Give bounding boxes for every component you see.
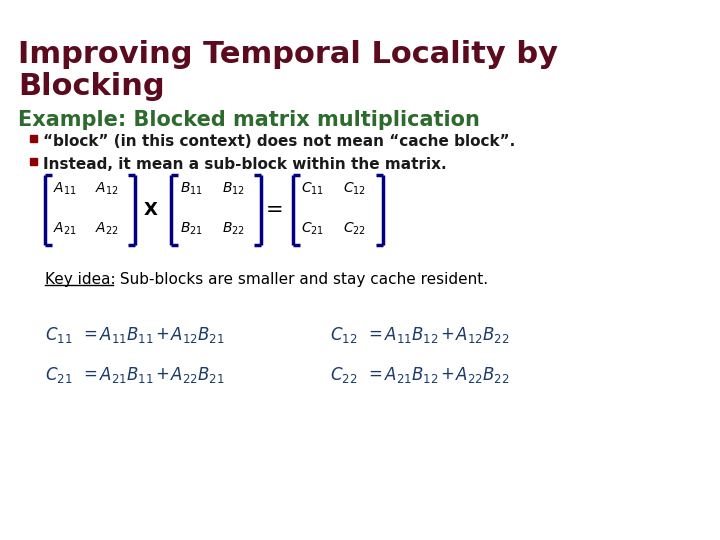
Text: =: = [83,365,97,383]
Text: +: + [440,365,454,383]
Text: $C_{11}$: $C_{11}$ [302,181,325,197]
Text: $A_{12}$: $A_{12}$ [95,181,119,197]
Text: $C_{12}$: $C_{12}$ [343,181,366,197]
Text: $C_{22}$: $C_{22}$ [343,221,366,237]
Text: $A_{22}B_{22}$: $A_{22}B_{22}$ [455,365,510,385]
Text: $A_{12}B_{22}$: $A_{12}B_{22}$ [455,325,510,345]
Text: $C_{12}$: $C_{12}$ [330,325,357,345]
Text: =: = [368,325,382,343]
Text: $B_{11}$: $B_{11}$ [179,181,202,197]
Text: =: = [83,325,97,343]
Text: Key idea:: Key idea: [45,272,116,287]
Text: Example: Blocked matrix multiplication: Example: Blocked matrix multiplication [18,110,480,130]
Text: $C_{22}$: $C_{22}$ [330,365,357,385]
Text: $B_{12}$: $B_{12}$ [222,181,245,197]
Text: $A_{12}B_{21}$: $A_{12}B_{21}$ [170,325,225,345]
Text: Improving Temporal Locality by: Improving Temporal Locality by [18,40,558,69]
Text: +: + [155,325,169,343]
Bar [30,158,37,165]
Text: +: + [440,325,454,343]
Bar [30,135,37,142]
Text: $C_{11}$: $C_{11}$ [45,325,73,345]
Text: X: X [144,201,158,219]
Text: $B_{21}$: $B_{21}$ [179,221,202,237]
Text: +: + [155,365,169,383]
Text: $C_{21}$: $C_{21}$ [45,365,73,385]
Text: =: = [368,365,382,383]
Text: Instead, it mean a sub-block within the matrix.: Instead, it mean a sub-block within the … [43,157,446,172]
Text: $A_{22}$: $A_{22}$ [95,221,119,237]
Text: $A_{21}B_{12}$: $A_{21}B_{12}$ [384,365,438,385]
Text: “block” (in this context) does not mean “cache block”.: “block” (in this context) does not mean … [43,134,516,149]
Text: $A_{21}$: $A_{21}$ [53,221,77,237]
Text: Sub-blocks are smaller and stay cache resident.: Sub-blocks are smaller and stay cache re… [115,272,488,287]
Text: $A_{11}$: $A_{11}$ [53,181,77,197]
Text: Blocking: Blocking [18,72,165,101]
Text: $A_{21}B_{11}$: $A_{21}B_{11}$ [99,365,154,385]
Text: $A_{11}B_{12}$: $A_{11}B_{12}$ [384,325,438,345]
Text: $A_{22}B_{21}$: $A_{22}B_{21}$ [170,365,225,385]
Text: $C_{21}$: $C_{21}$ [302,221,325,237]
Text: $B_{22}$: $B_{22}$ [222,221,245,237]
Text: $A_{11}B_{11}$: $A_{11}B_{11}$ [99,325,154,345]
Text: =: = [266,200,284,220]
